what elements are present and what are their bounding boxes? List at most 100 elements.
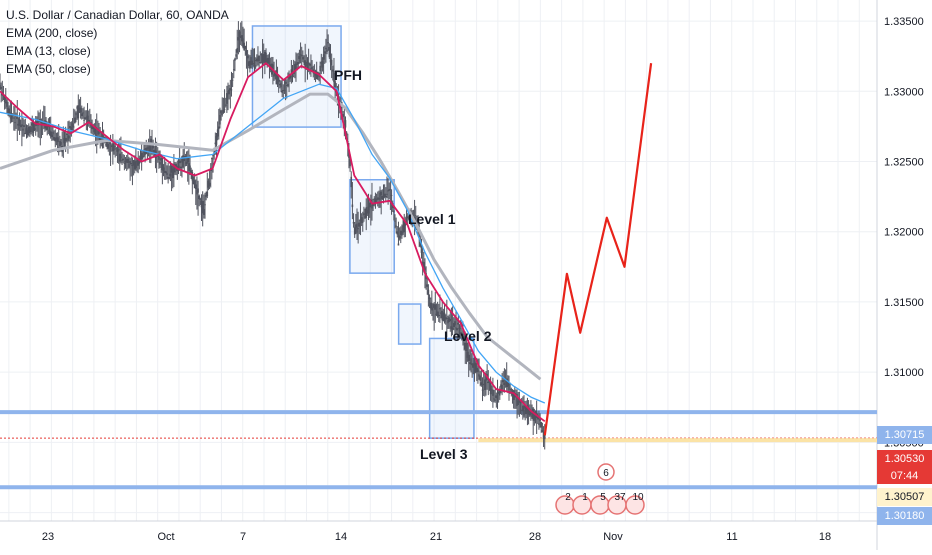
- event-marker-count: 6: [603, 468, 609, 479]
- candle-body: [386, 193, 388, 195]
- legend-ema200[interactable]: EMA (200, close): [6, 26, 98, 40]
- candle-body: [192, 180, 195, 184]
- candle-body: [0, 84, 1, 88]
- candle-body: [203, 209, 205, 215]
- candle-body: [280, 82, 282, 88]
- event-marker: 1: [572, 492, 592, 515]
- candle-body: [462, 333, 464, 335]
- candle-body: [42, 122, 45, 125]
- x-tick-label: 7: [240, 531, 246, 543]
- candle-body: [69, 126, 72, 129]
- candle-body: [422, 262, 425, 268]
- candle-body: [277, 77, 280, 82]
- candle-body: [21, 124, 23, 127]
- candle-body: [494, 399, 496, 401]
- candle-body: [472, 363, 475, 368]
- y-tick-label: 1.33500: [884, 16, 924, 28]
- candle-body: [207, 180, 210, 188]
- candle-body: [178, 160, 181, 164]
- candle-body: [260, 54, 263, 56]
- candle-body: [136, 160, 138, 162]
- candle-body: [455, 327, 457, 329]
- candle-body: [502, 380, 505, 383]
- candle-body: [477, 369, 479, 372]
- candle-body: [67, 135, 69, 141]
- annotation-level1: Level 1: [408, 211, 456, 227]
- candle-body: [366, 209, 369, 214]
- candle-body: [181, 156, 183, 163]
- candle-body: [381, 195, 384, 200]
- candle-body: [158, 156, 160, 160]
- candle-body: [401, 231, 403, 236]
- candle-body: [508, 383, 510, 391]
- candle-body: [22, 128, 24, 131]
- candle-body: [306, 61, 309, 70]
- candle-body: [402, 225, 404, 233]
- candle-body: [501, 384, 503, 390]
- legend-ema50[interactable]: EMA (50, close): [6, 62, 91, 76]
- candle-body: [211, 157, 213, 160]
- candle-body: [140, 152, 143, 159]
- annotation-level3: Level 3: [420, 446, 468, 462]
- candle-body: [531, 413, 533, 417]
- candle-body: [435, 313, 438, 315]
- candle-body: [46, 124, 49, 130]
- candle-body: [237, 37, 240, 41]
- candle-body: [188, 163, 190, 171]
- candle-body: [234, 58, 236, 61]
- candle-body: [83, 119, 85, 121]
- candle-body: [323, 51, 326, 54]
- candle-body: [98, 131, 100, 135]
- candle-body: [16, 117, 19, 119]
- candle-body: [543, 433, 546, 440]
- candle-body: [352, 221, 355, 224]
- candle-body: [208, 182, 211, 186]
- candle-body: [284, 81, 287, 84]
- legend-symbol[interactable]: U.S. Dollar / Canadian Dollar, 60, OANDA: [6, 8, 229, 22]
- candle-body: [308, 63, 311, 66]
- candle-body: [201, 200, 204, 214]
- candle-body: [163, 170, 166, 173]
- candle-body: [8, 108, 11, 116]
- candle-body: [236, 47, 239, 53]
- candle-body: [221, 113, 224, 115]
- candle-body: [287, 84, 289, 86]
- candle-body: [383, 193, 386, 198]
- legend-ema13[interactable]: EMA (13, close): [6, 44, 91, 58]
- candle-body: [517, 400, 520, 406]
- candle-body: [0, 86, 2, 89]
- candle-body: [228, 89, 230, 95]
- candle-body: [427, 289, 430, 296]
- candle-body: [541, 430, 544, 432]
- candle-body: [256, 58, 258, 62]
- ema13-line: [0, 62, 546, 423]
- candle-body: [330, 59, 333, 66]
- candle-body: [257, 56, 259, 62]
- candle-body: [397, 243, 400, 246]
- candle-body: [525, 406, 528, 415]
- candle-body: [247, 61, 250, 67]
- chart-legend: U.S. Dollar / Canadian Dollar, 60, OANDA…: [6, 6, 229, 78]
- candle-body: [185, 162, 188, 164]
- candle-body: [77, 105, 80, 119]
- candle-body: [503, 382, 506, 386]
- event-marker-count: 5: [600, 492, 606, 503]
- candle-body: [403, 219, 406, 233]
- candle-body: [76, 106, 78, 109]
- candle-body: [32, 122, 35, 133]
- candle-body: [393, 210, 395, 213]
- candle-body: [101, 131, 104, 143]
- candle-body: [25, 128, 28, 133]
- candle-body: [116, 149, 119, 152]
- candle-body: [414, 215, 417, 217]
- candle-body: [139, 158, 142, 160]
- candle-body: [289, 74, 292, 79]
- candle-body: [93, 128, 96, 133]
- candle-body: [356, 223, 358, 233]
- candle-body: [75, 113, 77, 116]
- candle-body: [333, 70, 335, 83]
- candle-body: [110, 145, 113, 147]
- event-marker: 37: [607, 492, 627, 515]
- candle-body: [350, 176, 353, 188]
